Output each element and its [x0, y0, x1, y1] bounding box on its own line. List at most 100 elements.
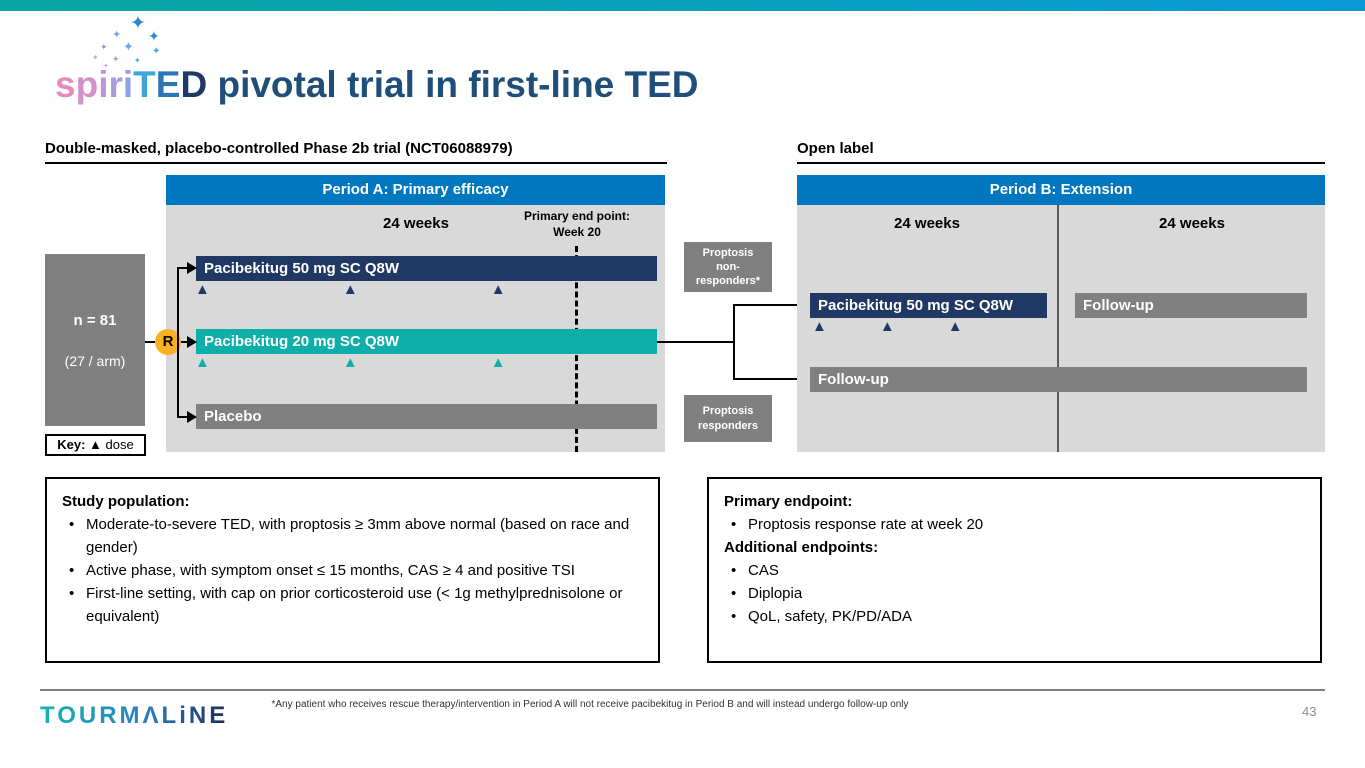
title-text: pivotal trial in first-line TED — [207, 64, 699, 105]
enrollment-n: n = 81 — [73, 311, 117, 329]
dose-marker-icon: ▲ — [812, 318, 827, 335]
footer-divider — [40, 689, 1325, 691]
randomization-badge: R — [155, 329, 181, 355]
period-a-duration-label: 24 weeks — [383, 215, 449, 232]
box-line: Proptosis — [702, 405, 754, 418]
key-text: dose — [105, 437, 134, 452]
period-b-duration-right: 24 weeks — [1159, 215, 1225, 232]
enrollment-box: n = 81 (27 / arm) — [45, 254, 145, 426]
additional-endpoints-title: Additional endpoints: — [724, 539, 879, 556]
sparkle-icon: ✦ — [134, 56, 141, 65]
period-b-section-label: Open label — [797, 140, 1325, 164]
footnote: *Any patient who receives rescue therapy… — [271, 699, 909, 710]
arrowhead-icon — [187, 262, 197, 274]
study-population-list: Moderate-to-severe TED, with proptosis ≥… — [62, 513, 643, 628]
box-line: responders — [698, 419, 758, 432]
dose-key-box: Key: ▲ dose — [45, 434, 146, 456]
arm-bar-followup-full: Follow-up — [810, 367, 1307, 392]
primary-endpoint-title: Primary endpoint: — [724, 493, 853, 510]
dose-marker-row: ▲ ▲ ▲ — [195, 354, 506, 371]
tourmaline-logo: TOURMΛLiNE — [40, 702, 229, 729]
page-title: spiriTED pivotal trial in first-line TED — [55, 64, 699, 106]
arrowhead-icon — [187, 411, 197, 423]
connector-line — [733, 378, 800, 380]
spirited-wordmark: spiriTED — [55, 64, 207, 105]
top-accent-bar — [0, 0, 1365, 11]
connector-line — [181, 341, 189, 343]
logo-letter: s — [55, 64, 76, 105]
page-number: 43 — [1302, 704, 1317, 719]
arm-bar-pacibekitug-20: Pacibekitug 20 mg SC Q8W — [196, 329, 657, 354]
dose-marker-row: ▲ ▲ ▲ — [195, 281, 506, 298]
sparkle-icon: ✦ — [92, 53, 99, 62]
period-b-panel: Period B: Extension 24 weeks 24 weeks Pa… — [797, 175, 1325, 452]
bullet-item: CAS — [724, 559, 1305, 582]
dose-marker-row: ▲ ▲ ▲ — [812, 318, 963, 335]
responders-box: Proptosis responders — [684, 395, 772, 442]
sparkle-icon: ✦ — [103, 63, 109, 70]
dose-marker-icon: ▲ — [490, 354, 506, 371]
nonresponders-box: Proptosis non-responders* — [684, 242, 772, 292]
bullet-item: Active phase, with symptom onset ≤ 15 mo… — [62, 559, 643, 582]
box-line: responders* — [695, 275, 761, 288]
arrowhead-icon — [187, 336, 197, 348]
logo-letter: i — [98, 64, 109, 105]
period-b-header: Period B: Extension — [797, 175, 1325, 205]
sparkle-icon: ✦ — [112, 29, 122, 41]
connector-line — [733, 304, 735, 380]
arm-bar-placebo: Placebo — [196, 404, 657, 429]
dose-marker-icon: ▲ — [195, 354, 210, 371]
dose-marker-icon: ▲ — [342, 354, 358, 371]
connector-line — [179, 267, 189, 269]
logo-letter: p — [75, 64, 99, 105]
dose-marker-icon: ▲ — [89, 437, 102, 452]
arm-bar-pacibekitug-50-extension: Pacibekitug 50 mg SC Q8W — [810, 293, 1047, 318]
arm-bar-followup-top: Follow-up — [1075, 293, 1307, 318]
period-a-panel: Period A: Primary efficacy 24 weeks Prim… — [166, 175, 665, 452]
endpoint-line2: Week 20 — [553, 224, 601, 239]
logo-letter: D — [180, 64, 208, 105]
dose-marker-icon: ▲ — [195, 281, 210, 298]
sparkle-icon: ✦ — [112, 54, 120, 64]
primary-endpoint-list: Proptosis response rate at week 20 — [724, 513, 1305, 536]
period-a-section-label: Double-masked, placebo-controlled Phase … — [45, 140, 667, 164]
arm-bar-pacibekitug-50: Pacibekitug 50 mg SC Q8W — [196, 256, 657, 281]
sparkle-icon: ✦ — [100, 42, 108, 52]
period-b-duration-left: 24 weeks — [894, 215, 960, 232]
connector-line — [179, 416, 189, 418]
study-population-title: Study population: — [62, 493, 190, 510]
bullet-item: Diplopia — [724, 582, 1305, 605]
sparkle-icon: ✦ — [130, 13, 146, 34]
logo-letter: i — [122, 64, 134, 105]
primary-endpoint-callout: Primary end point: Week 20 — [512, 209, 642, 240]
bullet-item: Proptosis response rate at week 20 — [724, 513, 1305, 536]
sparkle-icon: ✦ — [123, 39, 134, 54]
enrollment-per-arm: (27 / arm) — [64, 352, 126, 369]
sparkle-icon: ✦ — [148, 28, 160, 44]
endpoints-box: Primary endpoint: Proptosis response rat… — [707, 477, 1322, 663]
key-prefix: Key: — [57, 437, 86, 452]
box-line: non- — [716, 260, 740, 273]
dose-marker-icon: ▲ — [879, 318, 895, 335]
dose-marker-icon: ▲ — [490, 281, 506, 298]
logo-letter: r — [108, 64, 123, 105]
bullet-item: Moderate-to-severe TED, with proptosis ≥… — [62, 513, 643, 559]
endpoint-line1: Primary end point: — [523, 209, 630, 223]
connector-line — [145, 341, 155, 343]
connector-line — [733, 304, 800, 306]
dose-marker-icon: ▲ — [947, 318, 963, 335]
dose-marker-icon: ▲ — [342, 281, 358, 298]
connector-line — [657, 341, 734, 343]
connector-line — [177, 267, 179, 418]
box-line: Proptosis — [702, 246, 754, 259]
sparkle-icon: ✦ — [152, 46, 161, 57]
bullet-item: First-line setting, with cap on prior co… — [62, 582, 643, 628]
additional-endpoints-list: CASDiplopiaQoL, safety, PK/PD/ADA — [724, 559, 1305, 628]
period-b-divider — [1057, 205, 1059, 452]
period-a-header: Period A: Primary efficacy — [166, 175, 665, 205]
logo-letter: T — [133, 64, 156, 105]
logo-letter: E — [155, 64, 181, 105]
study-population-box: Study population: Moderate-to-severe TED… — [45, 477, 660, 663]
bullet-item: QoL, safety, PK/PD/ADA — [724, 605, 1305, 628]
